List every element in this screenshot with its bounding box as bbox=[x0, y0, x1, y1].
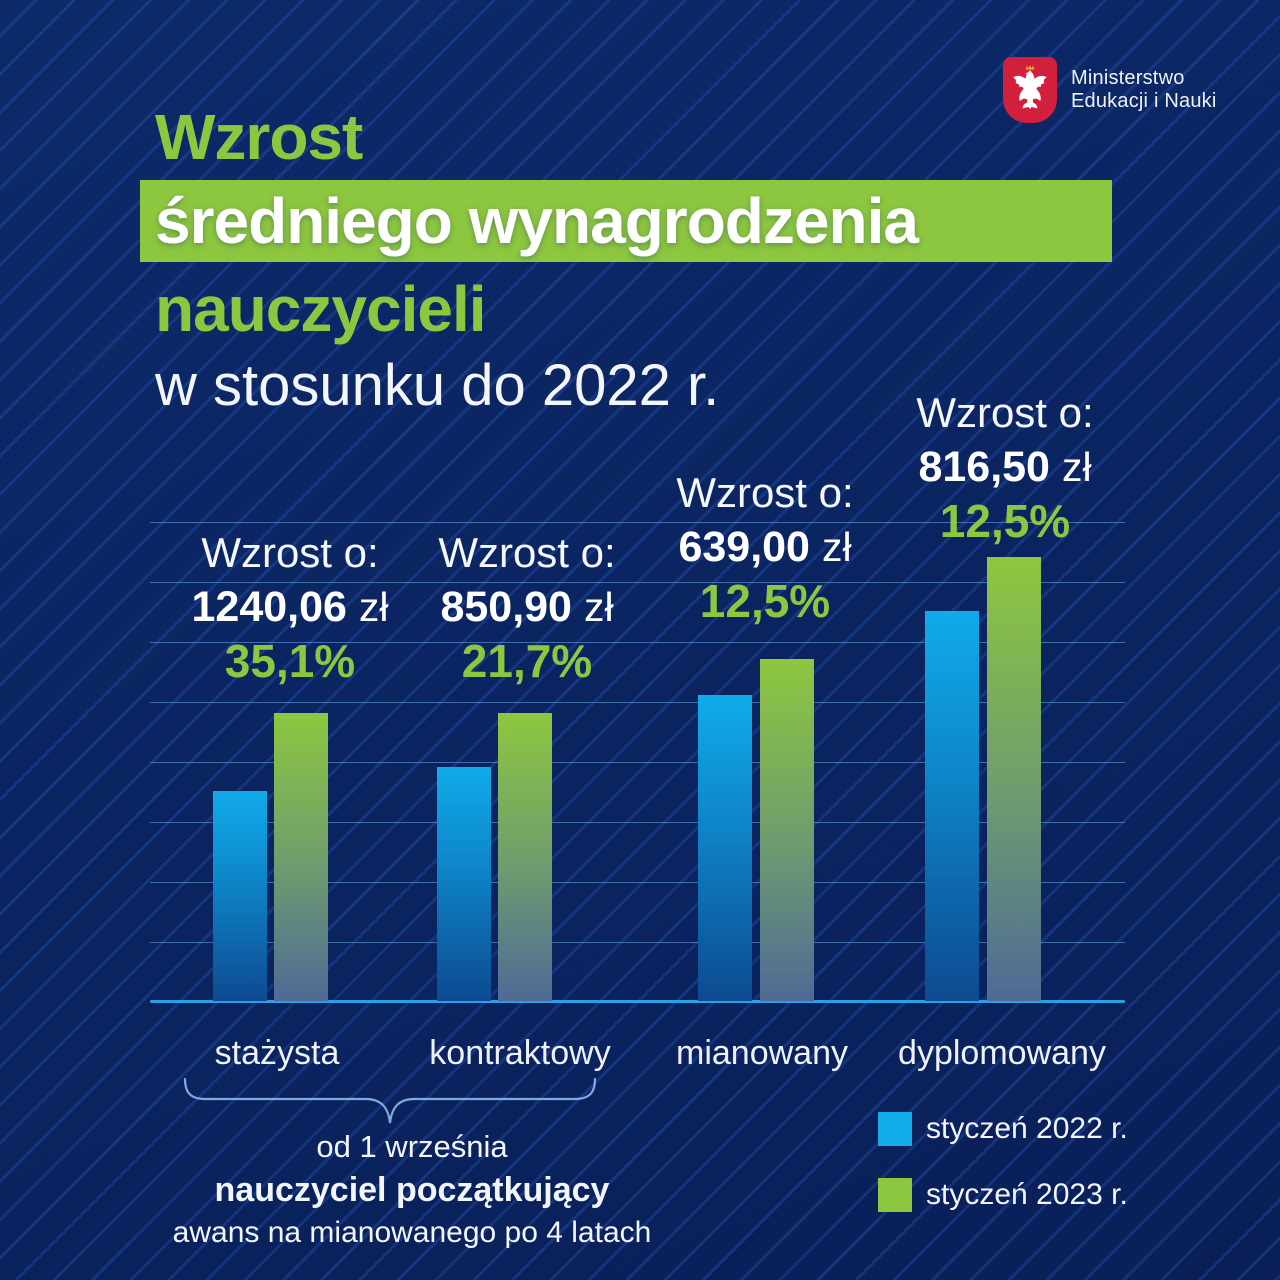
category-label-dyplomowany: dyplomowany bbox=[898, 1034, 1106, 1072]
title-highlight-box: średniego wynagrodzenia bbox=[140, 180, 1112, 262]
annotation-amount: 816,50 bbox=[918, 443, 1050, 491]
annotation-percent: 12,5% bbox=[699, 575, 831, 627]
title-line3: nauczycieli bbox=[155, 273, 486, 345]
bar-2022-dyplomowany bbox=[925, 611, 979, 1001]
annotation-percent: 21,7% bbox=[461, 635, 593, 687]
gridline bbox=[150, 942, 1125, 943]
title-line2: średniego wynagrodzenia bbox=[155, 185, 919, 257]
bar-2023-dyplomowany bbox=[987, 557, 1041, 1001]
category-label-kontraktowy: kontraktowy bbox=[429, 1034, 611, 1072]
annotation-dyplomowany: Wzrost o: 816,50 zł 12,5% bbox=[845, 386, 1165, 548]
poland-coat-of-arms-icon bbox=[1003, 57, 1057, 123]
annotation-unit: zł bbox=[358, 584, 389, 630]
annotation-kontraktowy: Wzrost o: 850,90 zł 21,7% bbox=[367, 526, 687, 688]
footnote-line2: nauczyciel początkujący bbox=[214, 1171, 610, 1209]
gridline bbox=[150, 882, 1125, 883]
annotation-stazysta: Wzrost o: 1240,06 zł 35,1% bbox=[130, 526, 450, 688]
annotation-amount: 639,00 bbox=[678, 523, 810, 571]
ministry-name-line1: Ministerstwo bbox=[1071, 67, 1185, 89]
category-label-mianowany: mianowany bbox=[676, 1034, 848, 1072]
annotation-percent: 35,1% bbox=[224, 635, 356, 687]
annotation-label: Wzrost o: bbox=[438, 529, 616, 576]
footnote-line3: awans na mianowanego po 4 latach bbox=[172, 1216, 652, 1249]
bar-2023-stazysta bbox=[274, 713, 328, 1001]
bar-2022-mianowany bbox=[698, 695, 752, 1001]
legend-label-2022: styczeń 2022 r. bbox=[926, 1112, 1128, 1145]
gridline bbox=[150, 762, 1125, 763]
annotation-unit: zł bbox=[583, 584, 614, 630]
gridline bbox=[150, 702, 1125, 703]
annotation-unit: zł bbox=[821, 524, 852, 570]
legend-item-2023: styczeń 2023 r. bbox=[878, 1178, 1128, 1212]
brace-icon bbox=[183, 1077, 597, 1124]
gridline bbox=[150, 522, 1125, 523]
annotation-label: Wzrost o: bbox=[916, 389, 1094, 436]
bar-2022-kontraktowy bbox=[437, 767, 491, 1001]
legend-label-2023: styczeń 2023 r. bbox=[926, 1178, 1128, 1211]
ministry-name-line2: Edukacji i Nauki bbox=[1071, 90, 1217, 112]
annotation-mianowany: Wzrost o: 639,00 zł 12,5% bbox=[605, 466, 925, 628]
bar-2023-mianowany bbox=[760, 659, 814, 1001]
legend-item-2022: styczeń 2022 r. bbox=[878, 1112, 1128, 1146]
annotation-label: Wzrost o: bbox=[201, 529, 379, 576]
annotation-amount: 850,90 bbox=[440, 583, 572, 631]
category-label-stazysta: stażysta bbox=[214, 1034, 340, 1072]
annotation-label: Wzrost o: bbox=[676, 469, 854, 516]
annotation-amount: 1240,06 bbox=[191, 583, 347, 631]
gridline bbox=[150, 822, 1125, 823]
ministry-logo: Ministerstwo Edukacji i Nauki bbox=[1003, 57, 1217, 123]
annotation-percent: 12,5% bbox=[939, 495, 1071, 547]
gridline bbox=[150, 582, 1125, 583]
gridline bbox=[150, 642, 1125, 643]
x-axis-baseline bbox=[150, 1000, 1125, 1003]
title-line4: w stosunku do 2022 r. bbox=[155, 353, 720, 418]
title-line1: Wzrost bbox=[155, 101, 363, 173]
legend-swatch-2023 bbox=[878, 1178, 912, 1212]
footnote: od 1 września nauczyciel początkujący aw… bbox=[132, 1126, 692, 1254]
bar-2022-stazysta bbox=[213, 791, 267, 1001]
bar-2023-kontraktowy bbox=[498, 713, 552, 1001]
footnote-line1: od 1 września bbox=[316, 1129, 508, 1164]
legend-swatch-2022 bbox=[878, 1112, 912, 1146]
annotation-unit: zł bbox=[1061, 444, 1092, 490]
